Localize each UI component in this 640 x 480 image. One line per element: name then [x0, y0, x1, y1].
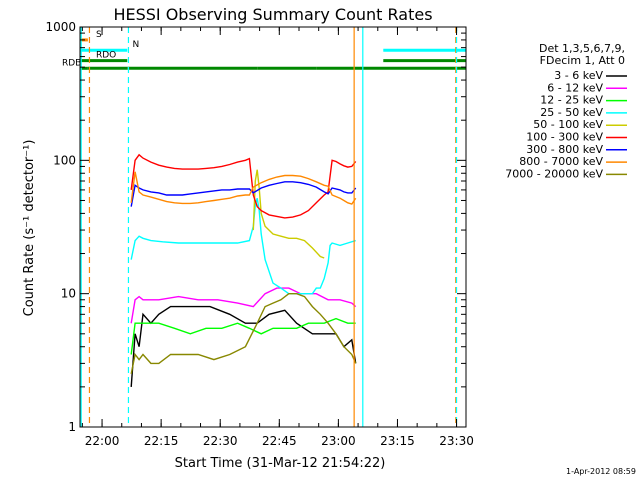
vertical-marker-layer [80, 27, 458, 427]
x-axis-ticks: 22:00 22:15 22:30 22:45 23:00 23:15 23:30 [81, 27, 474, 448]
legend-label-3: 25 - 50 keV [540, 106, 603, 119]
x-tick-label-1: 22:15 [144, 434, 179, 448]
series-line-1 [130, 287, 357, 324]
legend-label-5: 100 - 300 keV [526, 131, 603, 144]
date-stamp: 1-Apr-2012 08:59 [566, 467, 636, 476]
legend-label-0: 3 - 6 keV [554, 69, 603, 82]
series-line-3 [130, 198, 356, 295]
x-tick-label-6: 23:30 [439, 434, 474, 448]
x-tick-label-5: 23:15 [380, 434, 415, 448]
series-line-0 [130, 305, 357, 387]
legend-label-7: 800 - 7000 keV [519, 155, 603, 168]
y-tick-label-1: 10 [61, 287, 76, 301]
series-line-8 [130, 293, 357, 375]
x-axis-label: Start Time (31-Mar-12 21:54:22) [175, 456, 386, 471]
y-axis-ticks: 1 10 100 1000 [45, 20, 466, 434]
y-tick-label-3: 1000 [45, 20, 76, 34]
legend-label-4: 50 - 100 keV [533, 118, 603, 131]
y-tick-label-0: 1 [68, 420, 76, 434]
y-axis-label: Count Rate (s⁻¹ detector⁻¹) [22, 140, 37, 317]
status-bar-label-1: N [132, 40, 139, 50]
status-bar-label-2: RDO [96, 51, 116, 61]
status-bar-layer: S N RDO RDB [62, 30, 466, 70]
x-tick-label-0: 22:00 [85, 434, 120, 448]
series-line-2 [130, 317, 356, 355]
legend-label-2: 12 - 25 keV [540, 94, 603, 107]
series-line-4 [252, 169, 325, 259]
series-line-6 [130, 181, 357, 207]
series-layer [130, 153, 357, 387]
status-bar-label-3: RDB [62, 58, 81, 68]
chart-title: HESSI Observing Summary Count Rates [113, 5, 432, 24]
x-tick-label-2: 22:30 [203, 434, 238, 448]
legend-label-1: 6 - 12 keV [547, 81, 603, 94]
series-line-5 [130, 153, 357, 219]
legend-header-1: FDecim 1, Att 0 [540, 54, 625, 67]
status-bar-label-0: S [96, 30, 102, 40]
x-tick-label-4: 23:00 [321, 434, 356, 448]
plot-frame [79, 26, 467, 428]
legend-label-6: 300 - 800 keV [526, 143, 603, 156]
series-line-7 [130, 171, 357, 205]
x-tick-label-3: 22:45 [262, 434, 297, 448]
legend: Det 1,3,5,6,7,9,FDecim 1, Att 0 3 - 6 keV… [505, 42, 627, 180]
y-tick-label-2: 100 [53, 153, 76, 167]
legend-label-8: 7000 - 20000 keV [505, 167, 603, 180]
legend-header-0: Det 1,3,5,6,7,9, [539, 42, 625, 55]
